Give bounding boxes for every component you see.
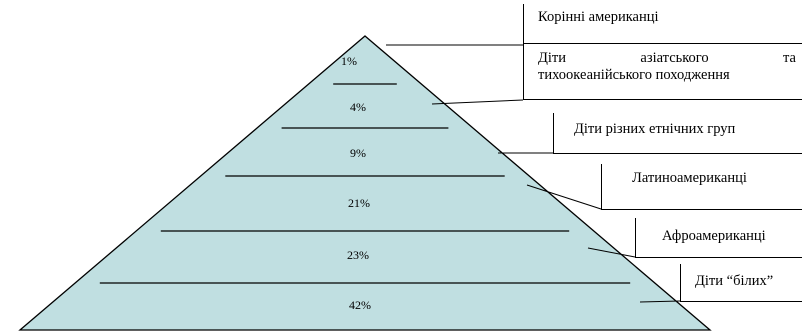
level-percent: 21% [348,196,370,210]
label-line: Діти азіатського та [538,50,796,67]
label-latino: Латиноамериканці [601,164,802,210]
level-percent: 4% [350,100,366,114]
level-percent: 1% [341,54,357,68]
level-percent: 23% [347,248,369,262]
label-word: та [783,50,796,66]
label-word: Діти [538,50,567,66]
label-asian-pacific: Діти азіатського та тихоокеанійського по… [523,44,802,100]
label-text: Корінні американці [538,9,659,25]
label-text: Діти різних етнічних груп [574,121,736,137]
label-text: Латиноамериканці [632,170,747,186]
connector-lines [386,44,681,303]
level-percent: 9% [350,146,366,160]
label-african-american: Афроамериканці [635,218,802,258]
pyramid-body [18,35,712,331]
label-text: Діти “білих” [695,273,774,289]
label-word: азіатського [640,50,709,66]
connector-line [431,99,524,105]
label-line: тихоокеанійського походження [538,67,730,83]
label-text: Афроамериканці [662,228,766,244]
connector-line [639,300,681,303]
level-percent: 42% [349,298,371,312]
connector-line [587,247,636,258]
label-mixed-ethnic: Діти різних етнічних груп [553,113,802,154]
pyramid-dividers [99,83,631,284]
label-white: Діти “білих” [680,264,802,302]
connector-line [526,184,602,210]
label-native-americans: Корінні американці [523,4,802,44]
